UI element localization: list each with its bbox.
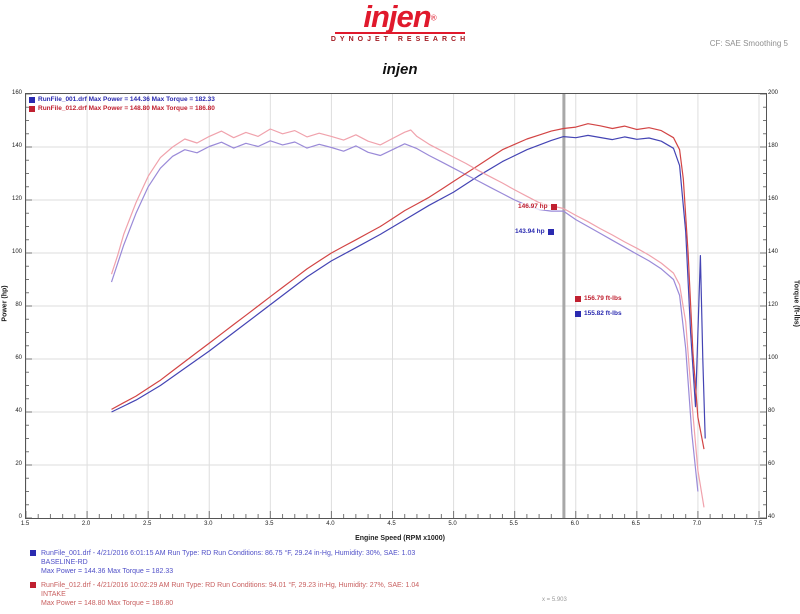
y-left-tick-label: 40 <box>15 408 22 414</box>
header: injen® DYNOJET RESEARCH <box>0 0 800 43</box>
dyno-plot-canvas <box>26 94 766 518</box>
cursor-torque-text: 156.79 ft-lbs <box>584 295 622 302</box>
legend: RunFile_001.drf Max Power = 144.36 Max T… <box>29 95 215 113</box>
cursor-power-value-baseline: 143.94 hp <box>515 228 554 235</box>
series-runfile-001-power-hp- <box>111 134 706 439</box>
series-runfile-012-power-hp- <box>111 123 705 450</box>
x-tick-label: 2.0 <box>81 521 91 527</box>
cursor-power-text: 143.94 hp <box>515 228 545 235</box>
cursor-torque-value-intake: 156.79 ft-lbs <box>575 295 622 302</box>
y-right-tick-label: 200 <box>768 90 779 96</box>
y-right-tick-label: 140 <box>768 249 779 255</box>
registered-mark-icon: ® <box>430 13 437 23</box>
legend-row-baseline: RunFile_001.drf Max Power = 144.36 Max T… <box>29 95 215 104</box>
y-right-tick-label: 160 <box>768 196 779 202</box>
marker-square-icon <box>575 310 581 317</box>
y-left-tick-label: 160 <box>11 90 22 96</box>
legend-row-intake: RunFile_012.drf Max Power = 148.80 Max T… <box>29 104 215 113</box>
injen-logo: injen® <box>0 0 800 34</box>
y-left-tick-label: 20 <box>15 461 22 467</box>
y-left-tick-label: 140 <box>11 143 22 149</box>
run-max-line: Max Power = 148.80 Max Torque = 186.80 <box>41 600 174 607</box>
y-left-tick-label: 60 <box>15 355 22 361</box>
cursor-x-position-label: x = 5.903 <box>542 597 567 603</box>
run-title-line: INTAKE <box>41 591 66 598</box>
x-tick-label: 5.0 <box>448 521 457 527</box>
x-tick-label: 5.5 <box>509 521 518 527</box>
y-left-tick-label: 120 <box>11 196 22 202</box>
legend-swatch-icon <box>29 105 35 112</box>
x-tick-label: 4.0 <box>326 521 335 527</box>
x-tick-label: 6.0 <box>570 521 579 527</box>
y-right-tick-label: 40 <box>768 514 775 520</box>
y-right-tick-label: 180 <box>768 143 779 149</box>
marker-square-icon <box>547 228 554 235</box>
y-right-tick-label: 120 <box>768 302 779 308</box>
logo-underline <box>335 32 465 34</box>
dyno-plot: RunFile_001.drf Max Power = 144.36 Max T… <box>25 93 767 603</box>
cursor-line[interactable] <box>562 94 566 518</box>
y-left-tick-label: 100 <box>11 249 22 255</box>
x-tick-label: 6.5 <box>631 521 640 527</box>
x-tick-label: 7.5 <box>753 521 763 527</box>
x-tick-label: 3.0 <box>204 521 213 527</box>
x-tick-label: 1.5 <box>20 521 30 527</box>
x-tick-label: 3.5 <box>265 521 274 527</box>
run-info-baseline: RunFile_001.drf - 4/21/2016 6:01:15 AM R… <box>30 549 415 576</box>
run-title-line: BASELINE-RD <box>41 559 88 566</box>
run-info-intake: RunFile_012.drf - 4/21/2016 10:02:29 AM … <box>30 581 419 608</box>
marker-square-icon <box>575 295 581 302</box>
correction-smoothing-note: CF: SAE Smoothing 5 <box>709 39 788 48</box>
cursor-torque-text: 155.82 ft-lbs <box>584 310 622 317</box>
marker-square-icon <box>550 203 557 210</box>
dynojet-research-label: DYNOJET RESEARCH <box>330 36 470 43</box>
chart-title: injen <box>382 61 418 78</box>
x-tick-label: 2.5 <box>142 521 152 527</box>
series-runfile-012-torque-ft-lbs- <box>110 128 705 508</box>
y-left-tick-label: 0 <box>18 514 22 520</box>
x-axis-title: Engine Speed (RPM x1000) <box>355 535 445 542</box>
run-bullet-icon <box>30 550 36 556</box>
legend-swatch-icon <box>29 96 35 103</box>
run-max-line: Max Power = 144.36 Max Torque = 182.33 <box>41 568 174 575</box>
legend-label: RunFile_001.drf Max Power = 144.36 Max T… <box>38 96 215 103</box>
series-runfile-001-torque-ft-lbs- <box>110 140 699 492</box>
x-tick-label: 7.0 <box>692 521 702 527</box>
cursor-power-text: 146.97 hp <box>518 203 548 210</box>
cursor-torque-value-baseline: 155.82 ft-lbs <box>575 310 622 317</box>
y-left-tick-label: 80 <box>15 302 22 308</box>
y-right-tick-label: 80 <box>768 408 775 414</box>
run-conditions-line: RunFile_001.drf - 4/21/2016 6:01:15 AM R… <box>41 550 416 557</box>
injen-logo-text: injen <box>363 0 431 34</box>
x-tick-label: 4.5 <box>387 521 396 527</box>
run-bullet-icon <box>30 582 36 588</box>
legend-label: RunFile_012.drf Max Power = 148.80 Max T… <box>38 105 215 112</box>
y-right-tick-label: 100 <box>768 355 779 361</box>
run-conditions-line: RunFile_012.drf - 4/21/2016 10:02:29 AM … <box>41 582 420 589</box>
cursor-power-value-intake: 146.97 hp <box>518 203 557 210</box>
y-right-tick-label: 60 <box>768 461 775 467</box>
